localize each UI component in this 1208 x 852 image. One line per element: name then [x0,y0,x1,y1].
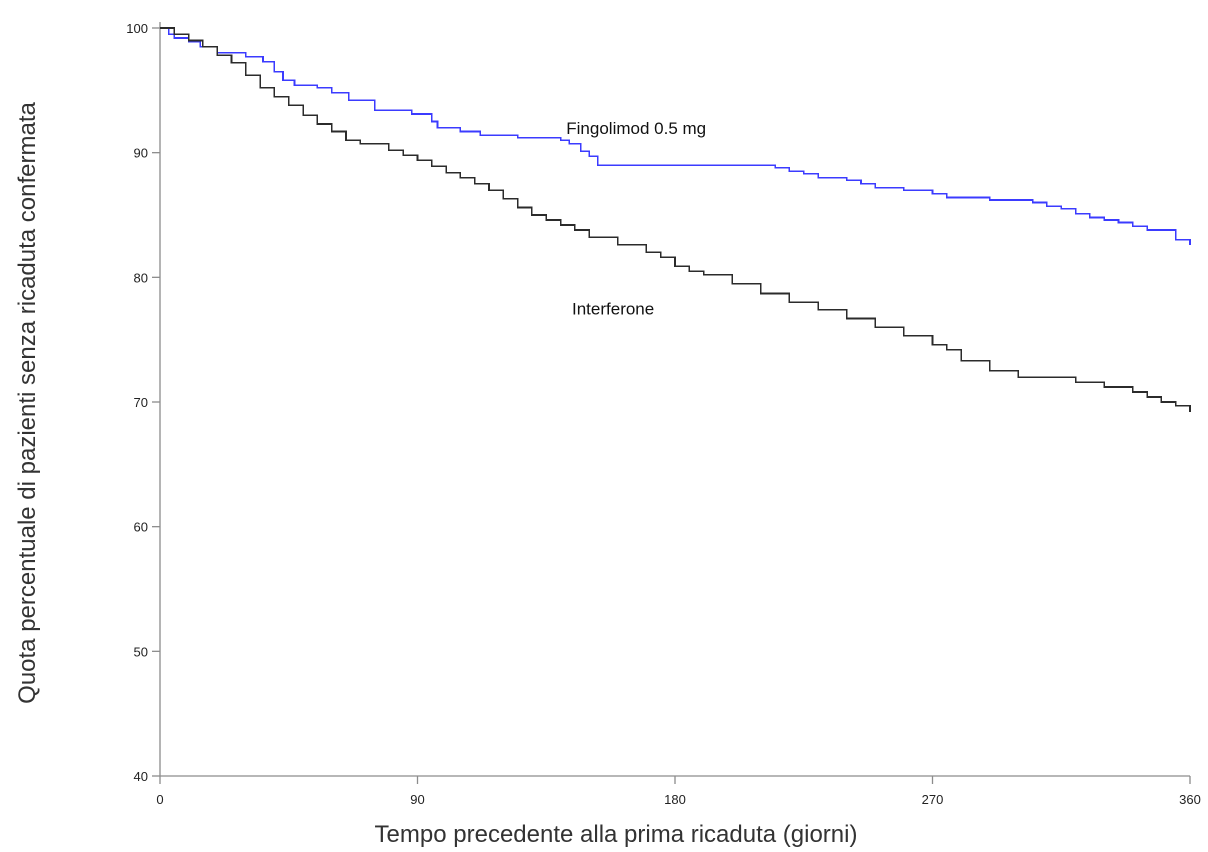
y-tick-label: 60 [134,520,148,535]
axes: 40 50 60 70 80 90 100 0 90 180 270 360 [126,21,1201,807]
y-tick-label: 80 [134,270,148,285]
x-tick-label: 0 [156,792,163,807]
x-tick-label: 360 [1179,792,1201,807]
y-tick-label: 100 [126,21,148,36]
y-axis-label: Quota percentuale di pazienti senza rica… [14,102,41,704]
y-tick-label: 90 [134,146,148,161]
series-group [160,27,1191,412]
x-tick-label: 90 [410,792,424,807]
y-tick-label: 40 [134,769,148,784]
series-label-1: Interferone [572,300,654,319]
series-label-0: Fingolimod 0.5 mg [566,119,706,138]
y-tick-label: 50 [134,644,148,659]
x-axis-label: Tempo precedente alla prima ricaduta (gi… [375,821,858,848]
x-tick-label: 270 [922,792,944,807]
x-tick-label: 180 [664,792,686,807]
series-labels: Fingolimod 0.5 mg Interferone [566,119,706,319]
series-line-0 [160,27,1191,245]
y-tick-label: 70 [134,395,148,410]
series-line-1 [160,27,1191,412]
